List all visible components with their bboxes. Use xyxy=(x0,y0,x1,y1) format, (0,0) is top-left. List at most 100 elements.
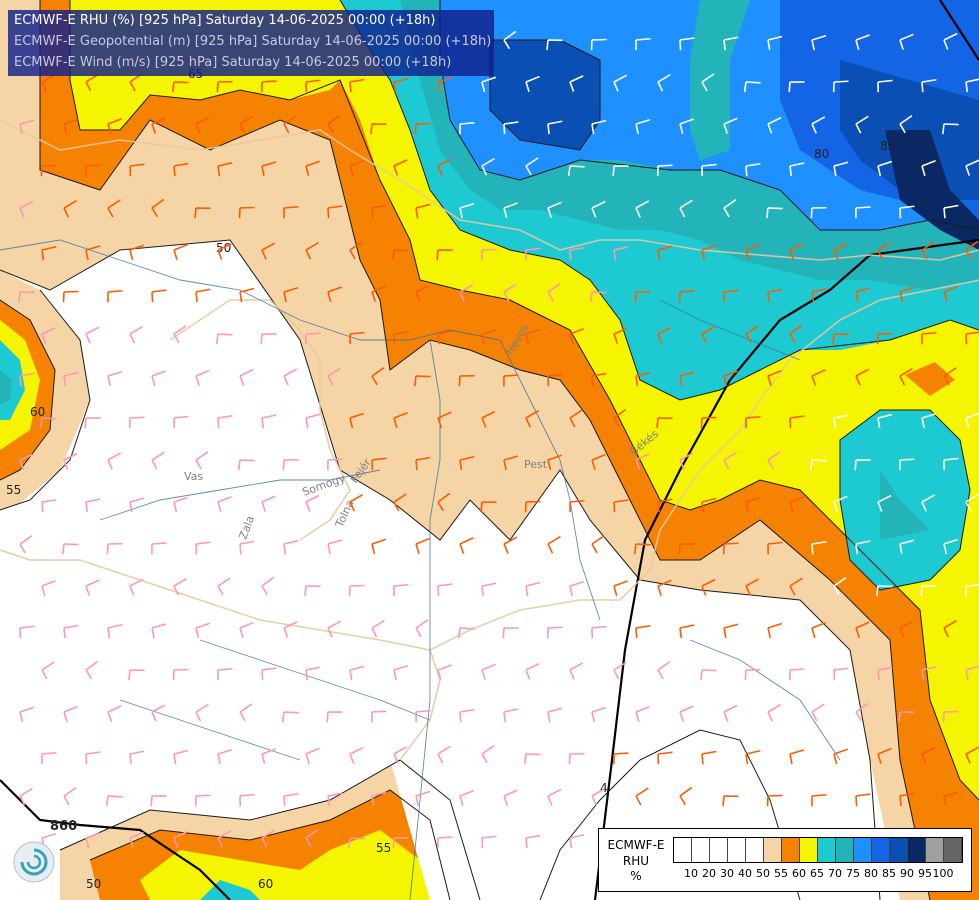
wind-barb xyxy=(546,39,563,51)
wind-barb xyxy=(349,494,364,512)
wind-barb xyxy=(85,326,100,344)
legend-tick-label: 70 xyxy=(828,867,842,880)
wind-barb xyxy=(855,702,869,722)
wind-barb xyxy=(129,325,143,344)
wind-barb xyxy=(943,791,959,807)
wind-barb xyxy=(173,496,189,513)
wind-barb xyxy=(855,115,869,134)
wind-barb xyxy=(481,663,496,680)
wind-barb xyxy=(85,660,99,680)
wind-barb xyxy=(723,623,739,639)
wind-barb xyxy=(789,749,805,765)
wind-barb xyxy=(481,329,497,345)
wind-barb xyxy=(855,793,871,807)
legend-variable: RHU xyxy=(622,854,650,868)
wind-barb xyxy=(943,32,958,50)
wind-barb xyxy=(327,286,342,303)
wind-barb xyxy=(789,577,803,596)
wind-barb xyxy=(547,454,563,471)
wind-barb xyxy=(305,241,319,260)
wind-barb xyxy=(173,243,188,260)
wind-barb xyxy=(281,711,299,723)
wind-barb xyxy=(767,704,782,722)
wind-barb xyxy=(899,539,915,555)
contour-line xyxy=(439,0,979,231)
wind-barb xyxy=(833,242,848,260)
wind-barb xyxy=(854,459,871,471)
contour-label: 860 xyxy=(50,819,77,834)
legend-swatch xyxy=(908,838,926,862)
wind-barb xyxy=(173,830,188,848)
wind-barb xyxy=(459,284,474,302)
wind-barb xyxy=(679,118,694,135)
legend-tick-label: 100 xyxy=(932,867,954,880)
wind-barb xyxy=(305,747,320,764)
contour-line xyxy=(0,289,91,511)
wind-barb xyxy=(766,207,783,219)
river-line xyxy=(659,299,801,361)
wind-barb xyxy=(19,200,34,218)
legend-model: ECMWF-E xyxy=(607,838,665,852)
legend-swatch xyxy=(782,838,800,862)
wind-barb xyxy=(282,458,299,471)
wind-barb xyxy=(85,832,100,849)
legend-tick-label: 60 xyxy=(792,867,806,880)
wind-barb xyxy=(569,75,584,92)
river-line xyxy=(689,639,841,761)
wind-barb xyxy=(965,665,979,681)
wind-barb xyxy=(63,452,78,470)
wind-barb xyxy=(415,619,429,638)
contour-label: 60 xyxy=(258,877,273,891)
wind-barb xyxy=(635,118,651,135)
wind-barb xyxy=(349,241,363,260)
wind-barb xyxy=(437,158,452,176)
wind-barb xyxy=(437,836,453,849)
wind-barb xyxy=(811,703,825,722)
wind-barb xyxy=(62,543,79,555)
wind-barb xyxy=(239,116,254,134)
legend-swatch xyxy=(818,838,836,862)
wind-barb xyxy=(789,496,804,513)
wind-barb xyxy=(833,495,848,512)
legend-tick-label: 85 xyxy=(882,867,896,880)
wind-barb xyxy=(437,77,453,93)
wind-barb xyxy=(877,242,892,260)
contour-label: 50 xyxy=(86,877,101,891)
wind-barb xyxy=(789,324,803,344)
river-line xyxy=(199,639,431,721)
wind-barb xyxy=(613,752,629,765)
wind-barb xyxy=(767,35,783,51)
wind-barb xyxy=(415,203,431,219)
wind-barb xyxy=(217,830,232,848)
wind-barb xyxy=(811,540,827,555)
wind-barb xyxy=(591,200,606,218)
wind-barb xyxy=(745,415,761,429)
wind-barb xyxy=(216,80,233,93)
wind-barb xyxy=(415,790,431,807)
wind-barb xyxy=(217,748,233,765)
wind-barb xyxy=(503,536,518,554)
wind-barb xyxy=(194,207,211,219)
wind-barb xyxy=(106,542,123,555)
border-line xyxy=(0,119,979,261)
wind-barb xyxy=(481,745,495,764)
wind-barb xyxy=(920,584,937,597)
wind-barb xyxy=(327,539,343,555)
wind-barb xyxy=(723,117,738,134)
wind-barb xyxy=(217,577,231,596)
wind-barb xyxy=(172,668,189,681)
wind-barb xyxy=(855,287,871,303)
wind-barb xyxy=(525,75,540,92)
border-line xyxy=(0,279,979,651)
wind-barb xyxy=(899,792,915,807)
wind-barb xyxy=(18,291,35,303)
wind-barb xyxy=(481,76,497,93)
wind-barb xyxy=(458,374,475,387)
wind-barb xyxy=(151,117,166,134)
wind-barb xyxy=(921,78,937,93)
wind-barb xyxy=(700,669,717,681)
wind-barb xyxy=(194,794,211,807)
wind-barb xyxy=(811,287,827,303)
wind-barb xyxy=(569,662,584,680)
wind-barb xyxy=(921,241,935,260)
